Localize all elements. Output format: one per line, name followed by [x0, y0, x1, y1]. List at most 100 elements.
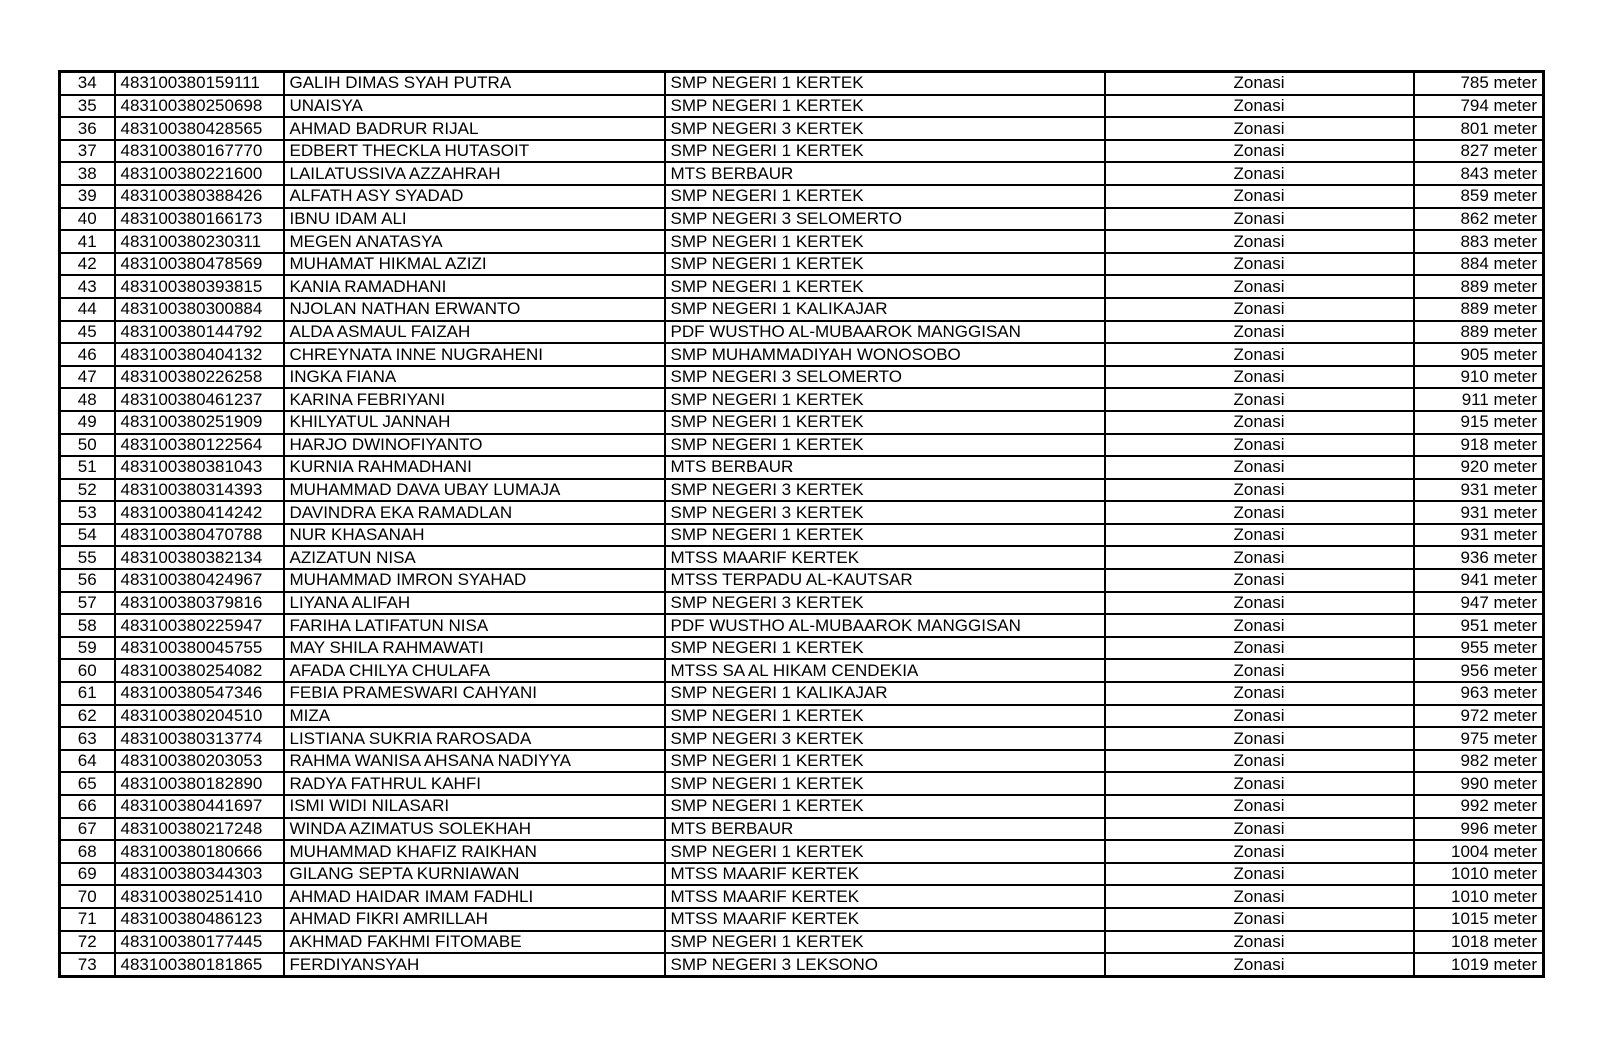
table-row: 47 483100380226258 INGKA FIANA SMP NEGER…: [58, 364, 1545, 390]
cell-student-name: MUHAMMAD DAVA UBAY LUMAJA: [282, 477, 666, 503]
table-row: 61 483100380547346 FEBIA PRAMESWARI CAHY…: [58, 681, 1545, 706]
cell-selection-path: Zonasi: [1103, 229, 1415, 254]
table-row: 66 483100380441697 ISMI WIDI NILASARI SM…: [58, 794, 1545, 819]
cell-selection-path: Zonasi: [1103, 794, 1415, 819]
cell-student-name: INGKA FIANA: [282, 364, 666, 390]
cell-distance: 794 meter: [1412, 93, 1545, 119]
cell-selection-path: Zonasi: [1103, 703, 1415, 729]
cell-distance: 785 meter: [1412, 70, 1545, 96]
cell-distance: 918 meter: [1412, 432, 1545, 458]
cell-selection-path: Zonasi: [1103, 364, 1415, 390]
cell-row-number: 36: [58, 116, 116, 141]
cell-student-name: HARJO DWINOFIYANTO: [282, 432, 666, 458]
cell-registration-id: 483100380424967: [113, 568, 285, 593]
cell-registration-id: 483100380251410: [113, 884, 285, 909]
table-row: 63 483100380313774 LISTIANA SUKRIA RAROS…: [58, 726, 1545, 751]
table-row: 40 483100380166173 IBNU IDAM ALI SMP NEG…: [58, 206, 1545, 232]
cell-selection-path: Zonasi: [1103, 861, 1415, 887]
cell-student-name: NJOLAN NATHAN ERWANTO: [282, 296, 666, 322]
cell-selection-path: Zonasi: [1103, 455, 1415, 480]
cell-row-number: 45: [58, 319, 116, 345]
cell-student-name: MIZA: [282, 703, 666, 729]
cell-selection-path: Zonasi: [1103, 613, 1415, 638]
cell-registration-id: 483100380404132: [113, 342, 285, 367]
cell-distance: 990 meter: [1412, 771, 1545, 796]
cell-student-name: AHMAD FIKRI AMRILLAH: [282, 906, 666, 932]
cell-registration-id: 483100380122564: [113, 432, 285, 458]
cell-distance: 963 meter: [1412, 681, 1545, 706]
cell-selection-path: Zonasi: [1103, 884, 1415, 909]
cell-school-name: SMP NEGERI 1 KERTEK: [663, 229, 1106, 254]
cell-row-number: 39: [58, 183, 116, 209]
cell-row-number: 38: [58, 161, 116, 186]
table-row: 69 483100380344303 GILANG SEPTA KURNIAWA…: [58, 861, 1545, 887]
cell-student-name: GALIH DIMAS SYAH PUTRA: [282, 70, 666, 96]
cell-row-number: 59: [58, 635, 116, 661]
cell-distance: 1018 meter: [1412, 929, 1545, 955]
cell-school-name: SMP NEGERI 3 SELOMERTO: [663, 364, 1106, 390]
table-row: 57 483100380379816 LIYANA ALIFAH SMP NEG…: [58, 590, 1545, 616]
cell-student-name: MEGEN ANATASYA: [282, 229, 666, 254]
cell-selection-path: Zonasi: [1103, 522, 1415, 548]
cell-distance: 889 meter: [1412, 296, 1545, 322]
cell-row-number: 73: [58, 952, 116, 978]
cell-student-name: AZIZATUN NISA: [282, 545, 666, 571]
cell-student-name: RAHMA WANISA AHSANA NADIYYA: [282, 748, 666, 774]
cell-school-name: MTSS MAARIF KERTEK: [663, 906, 1106, 932]
cell-student-name: IBNU IDAM ALI: [282, 206, 666, 232]
cell-distance: 931 meter: [1412, 522, 1545, 548]
cell-school-name: MTSS SA AL HIKAM CENDEKIA: [663, 658, 1106, 684]
cell-row-number: 64: [58, 748, 116, 774]
cell-school-name: SMP MUHAMMADIYAH WONOSOBO: [663, 342, 1106, 367]
cell-distance: 910 meter: [1412, 364, 1545, 390]
cell-registration-id: 483100380414242: [113, 500, 285, 525]
cell-registration-id: 483100380144792: [113, 319, 285, 345]
cell-registration-id: 483100380547346: [113, 681, 285, 706]
cell-school-name: SMP NEGERI 1 KERTEK: [663, 522, 1106, 548]
cell-school-name: SMP NEGERI 3 KERTEK: [663, 590, 1106, 616]
cell-registration-id: 483100380461237: [113, 387, 285, 412]
cell-registration-id: 483100380428565: [113, 116, 285, 141]
cell-registration-id: 483100380379816: [113, 590, 285, 616]
cell-registration-id: 483100380314393: [113, 477, 285, 503]
cell-registration-id: 483100380225947: [113, 613, 285, 638]
cell-student-name: EDBERT THECKLA HUTASOIT: [282, 138, 666, 164]
cell-row-number: 48: [58, 387, 116, 412]
table-row: 43 483100380393815 KANIA RAMADHANI SMP N…: [58, 274, 1545, 299]
cell-student-name: ISMI WIDI NILASARI: [282, 794, 666, 819]
cell-distance: 1010 meter: [1412, 861, 1545, 887]
cell-school-name: SMP NEGERI 1 KERTEK: [663, 771, 1106, 796]
table-row: 71 483100380486123 AHMAD FIKRI AMRILLAH …: [58, 906, 1545, 932]
table-row: 49 483100380251909 KHILYATUL JANNAH SMP …: [58, 409, 1545, 435]
table-row: 59 483100380045755 MAY SHILA RAHMAWATI S…: [58, 635, 1545, 661]
cell-selection-path: Zonasi: [1103, 590, 1415, 616]
cell-registration-id: 483100380251909: [113, 409, 285, 435]
cell-selection-path: Zonasi: [1103, 70, 1415, 96]
cell-row-number: 63: [58, 726, 116, 751]
cell-selection-path: Zonasi: [1103, 477, 1415, 503]
cell-selection-path: Zonasi: [1103, 296, 1415, 322]
cell-selection-path: Zonasi: [1103, 432, 1415, 458]
cell-distance: 947 meter: [1412, 590, 1545, 616]
cell-selection-path: Zonasi: [1103, 568, 1415, 593]
cell-distance: 905 meter: [1412, 342, 1545, 367]
table-row: 46 483100380404132 CHREYNATA INNE NUGRAH…: [58, 342, 1545, 367]
cell-distance: 1019 meter: [1412, 952, 1545, 978]
cell-row-number: 70: [58, 884, 116, 909]
cell-row-number: 49: [58, 409, 116, 435]
cell-selection-path: Zonasi: [1103, 274, 1415, 299]
cell-distance: 889 meter: [1412, 319, 1545, 345]
cell-row-number: 66: [58, 794, 116, 819]
cell-registration-id: 483100380204510: [113, 703, 285, 729]
cell-distance: 951 meter: [1412, 613, 1545, 638]
table-row: 60 483100380254082 AFADA CHILYA CHULAFA …: [58, 658, 1545, 684]
cell-row-number: 50: [58, 432, 116, 458]
cell-student-name: ALDA ASMAUL FAIZAH: [282, 319, 666, 345]
cell-registration-id: 483100380221600: [113, 161, 285, 186]
cell-school-name: SMP NEGERI 3 KERTEK: [663, 116, 1106, 141]
cell-school-name: MTS BERBAUR: [663, 161, 1106, 186]
cell-registration-id: 483100380177445: [113, 929, 285, 955]
cell-registration-id: 483100380470788: [113, 522, 285, 548]
cell-selection-path: Zonasi: [1103, 771, 1415, 796]
table-row: 48 483100380461237 KARINA FEBRIYANI SMP …: [58, 387, 1545, 412]
